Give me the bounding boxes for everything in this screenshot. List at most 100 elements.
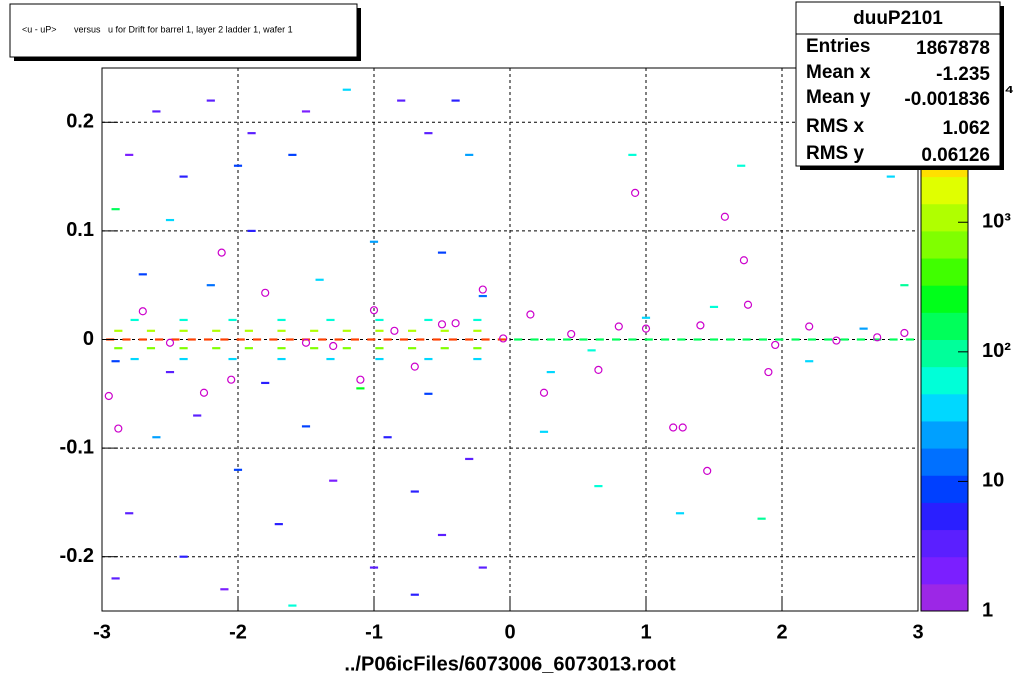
profile-point [805, 322, 814, 331]
profile-point [478, 285, 487, 294]
cell [369, 240, 379, 243]
cell [478, 294, 487, 298]
cell [155, 338, 164, 341]
cell [111, 208, 120, 211]
cell [146, 347, 156, 350]
cell [451, 99, 460, 102]
cell [310, 329, 319, 332]
cell [269, 338, 278, 341]
cell [179, 357, 188, 361]
cell [244, 347, 253, 350]
cell [497, 338, 506, 341]
cell [122, 338, 131, 341]
cell [660, 338, 670, 341]
cell [375, 347, 384, 350]
cell [448, 338, 457, 341]
x-tick-label: 2 [776, 621, 787, 643]
profile-point [739, 256, 749, 265]
cell [675, 512, 685, 515]
cell [179, 318, 188, 322]
cell [424, 392, 433, 395]
cell [726, 338, 735, 341]
profile-point [832, 336, 841, 345]
stats-value: 0.06126 [921, 145, 990, 166]
cell [408, 329, 417, 332]
cell [886, 175, 895, 178]
cell [152, 436, 161, 439]
cell [641, 316, 651, 319]
x-tick-label: -1 [365, 621, 383, 643]
profile-point [669, 423, 678, 432]
cell [737, 164, 746, 167]
cell [261, 381, 270, 385]
cell [410, 593, 419, 596]
x-tick-label: 3 [912, 621, 923, 643]
profile-point [261, 288, 270, 297]
cell [146, 329, 156, 332]
cell [193, 414, 202, 417]
cell [204, 338, 213, 341]
cell [220, 588, 229, 591]
cell [233, 468, 243, 471]
cell [432, 338, 441, 341]
y-tick-label: -0.1 [60, 436, 94, 458]
cell [383, 436, 392, 439]
cell [805, 360, 814, 363]
cell [416, 338, 425, 341]
palette-band [921, 366, 968, 395]
profile-point [900, 328, 909, 338]
cell [233, 164, 243, 167]
cell [530, 338, 539, 341]
cell [465, 457, 474, 461]
cell [125, 512, 134, 515]
cell [873, 338, 882, 341]
cell [244, 329, 253, 332]
cell [709, 338, 719, 341]
cell [465, 153, 474, 156]
z-tick-label: 1 [982, 599, 993, 621]
cell [579, 338, 588, 341]
profile-point [873, 333, 882, 342]
profile-point [641, 324, 651, 333]
palette-band [921, 393, 968, 422]
cell [326, 357, 335, 361]
cell [326, 318, 335, 322]
cell [318, 338, 327, 341]
cell [356, 387, 365, 390]
cell [277, 357, 286, 361]
cell [138, 338, 147, 341]
cell [677, 338, 686, 341]
cell [228, 357, 237, 361]
profile-point [199, 388, 209, 397]
cell [539, 430, 549, 433]
stats-value: 1867878 [916, 38, 990, 59]
x-tick-label: -2 [229, 621, 247, 643]
cell [693, 338, 702, 341]
cell [315, 278, 324, 281]
cell [171, 338, 180, 341]
profile-point [165, 338, 175, 347]
profile-point [437, 320, 447, 329]
cell [473, 347, 482, 350]
stats-value: -1.235 [936, 64, 990, 85]
cell [138, 273, 147, 276]
cell [111, 360, 120, 363]
cell [277, 318, 286, 322]
cell [375, 329, 384, 332]
cell [397, 99, 406, 102]
cell [212, 347, 221, 350]
palette-band [921, 230, 968, 259]
cell [334, 338, 343, 341]
y-tick-label: 0 [83, 328, 94, 350]
cell [130, 318, 139, 322]
cell [473, 329, 482, 332]
palette-band [921, 203, 968, 232]
cell [206, 284, 215, 287]
y-tick-label: -0.2 [60, 545, 94, 567]
profile-point [614, 322, 623, 331]
profile-point [743, 300, 753, 309]
cell [179, 347, 188, 350]
profile-point [451, 319, 460, 328]
profile-point [539, 388, 549, 397]
cell [546, 370, 555, 374]
